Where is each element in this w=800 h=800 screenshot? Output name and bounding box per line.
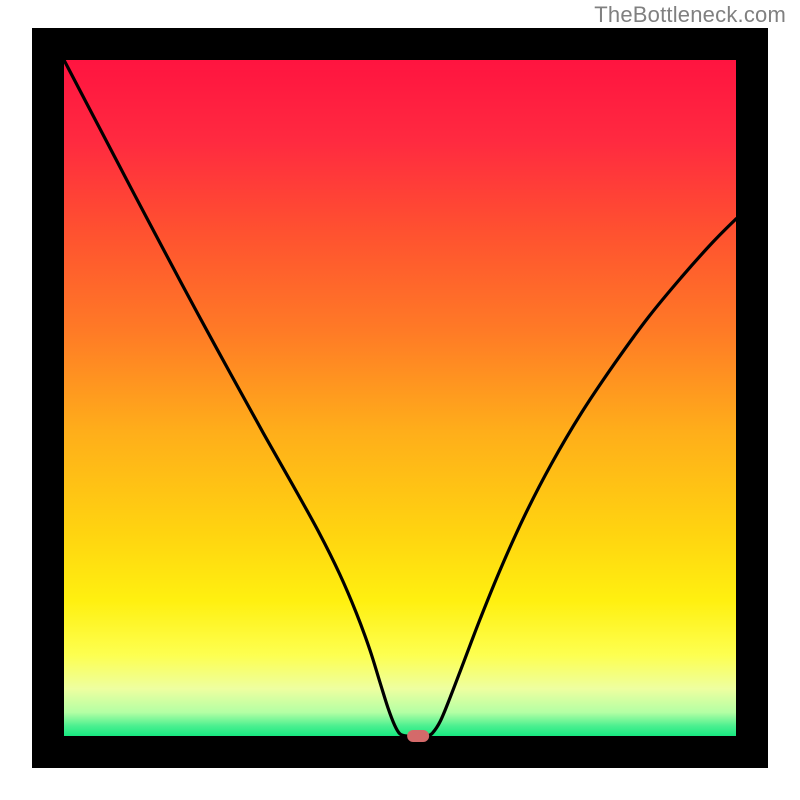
optimal-point-marker [407,730,429,742]
gradient-background [64,60,736,736]
bottleneck-chart [0,0,800,800]
chart-container: TheBottleneck.com [0,0,800,800]
watermark-text: TheBottleneck.com [594,2,786,28]
